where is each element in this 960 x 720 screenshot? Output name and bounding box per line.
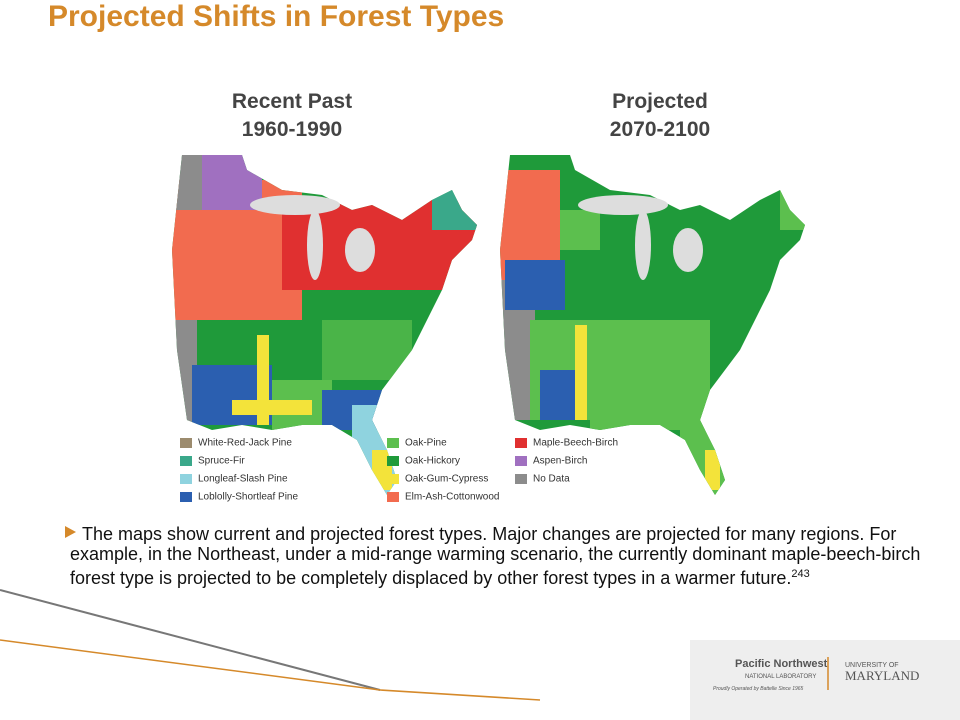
- body-text: The maps show current and projected fore…: [70, 524, 932, 588]
- logo-text: NATIONAL LABORATORY: [745, 674, 816, 680]
- legend-label: Loblolly-Shortleaf Pine: [198, 492, 298, 503]
- legend-swatch: [387, 438, 399, 448]
- slide-title: Projected Shifts in Forest Types: [48, 0, 505, 33]
- legend: White-Red-Jack Pine Spruce-Fir Longleaf-Sl…: [180, 438, 618, 503]
- legend-label: Spruce-Fir: [198, 456, 245, 467]
- legend-label: Aspen-Birch: [533, 456, 587, 467]
- bullet: [65, 526, 76, 538]
- logo-band: [690, 640, 960, 720]
- body-paragraph: The maps show current and projected fore…: [70, 524, 921, 588]
- legend-swatch: [387, 456, 399, 466]
- deco-line: [379, 689, 541, 701]
- footnote: 243: [791, 568, 810, 580]
- legend-swatch: [180, 438, 192, 448]
- legend-swatch: [515, 438, 527, 448]
- legend-label: Oak-Pine: [405, 438, 447, 449]
- legend-swatch: [515, 474, 527, 484]
- deco-line: [0, 639, 381, 691]
- map-title: Recent Past: [232, 90, 352, 113]
- legend-swatch: [387, 492, 399, 502]
- deco-line: [0, 589, 381, 691]
- legend-swatch: [180, 456, 192, 466]
- lake: [250, 195, 340, 215]
- legend-swatch: [180, 474, 192, 484]
- lake: [578, 195, 668, 215]
- logo-text: Proudly Operated by Battelle Since 1965: [713, 686, 804, 692]
- legend-swatch: [515, 456, 527, 466]
- legend-label: Oak-Gum-Cypress: [405, 474, 488, 485]
- lake: [673, 228, 703, 272]
- legend-label: Longleaf-Slash Pine: [198, 474, 288, 485]
- map-title: 2070-2100: [610, 118, 710, 141]
- legend-swatch: [180, 492, 192, 502]
- legend-label: White-Red-Jack Pine: [198, 438, 292, 449]
- lake: [307, 210, 323, 280]
- lake: [635, 210, 651, 280]
- map-title: Projected: [612, 90, 708, 113]
- legend-label: No Data: [533, 474, 570, 485]
- logo-text: MARYLAND: [845, 668, 919, 683]
- legend-label: Oak-Hickory: [405, 456, 460, 467]
- legend-label: Maple-Beech-Birch: [533, 438, 618, 449]
- map-title: 1960-1990: [242, 118, 342, 141]
- logo-text: UNIVERSITY OF: [845, 662, 899, 669]
- legend-swatch: [387, 474, 399, 484]
- legend-label: Elm-Ash-Cottonwood: [405, 492, 499, 503]
- lake: [345, 228, 375, 272]
- logo-text: Pacific Northwest: [735, 658, 828, 670]
